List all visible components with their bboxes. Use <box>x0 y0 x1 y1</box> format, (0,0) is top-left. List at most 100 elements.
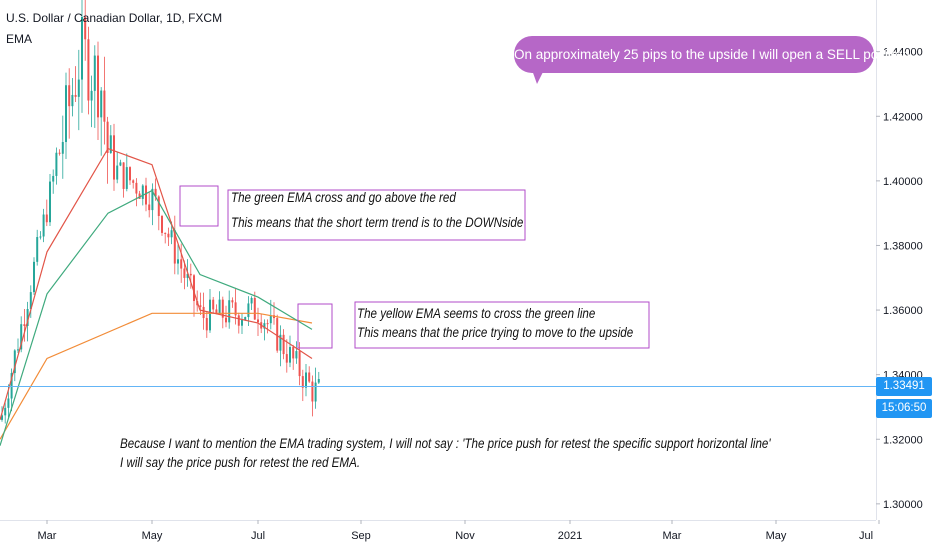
candle-body <box>141 185 144 199</box>
candle-body <box>145 185 147 205</box>
y-tick-label: 1.30000 <box>883 499 923 511</box>
candle-body <box>13 350 16 374</box>
candle-body <box>77 79 80 97</box>
candle-body <box>263 323 266 329</box>
candle-body <box>244 317 247 321</box>
annotation-box-1 <box>227 189 526 241</box>
time-axis[interactable]: Mar May Jul Sep Nov 2021 Mar May Jul <box>38 520 880 542</box>
candle-body <box>61 142 64 154</box>
candle-body <box>154 188 157 197</box>
annotation-2-line-2: This means that the price trying to move… <box>357 325 634 340</box>
current-price-badge: 1.33491 <box>876 377 932 396</box>
candle-body <box>253 297 256 320</box>
candle-body <box>109 135 112 153</box>
annotation-2-line-1: The yellow EMA seems to cross the green … <box>357 306 596 321</box>
candle-body <box>113 135 115 180</box>
candle-body <box>119 162 122 166</box>
candle-body <box>42 214 45 237</box>
candle-body <box>167 233 170 238</box>
candle-body <box>58 152 61 154</box>
x-tick-label: May <box>142 530 163 542</box>
annotation-1-line-2: This means that the short term trend is … <box>231 215 524 230</box>
candle-body <box>177 259 179 264</box>
candle-body <box>161 215 163 233</box>
candle-body <box>305 372 307 388</box>
candle-body <box>148 204 151 211</box>
candle-body <box>241 320 243 326</box>
highlight-box-ema-cross-1 <box>179 185 219 227</box>
candle-body <box>212 299 215 310</box>
x-tick-label: Jul <box>859 530 873 542</box>
ema-long-line <box>0 312 313 440</box>
annotation-1-line-1: The green EMA cross and go above the red <box>231 190 456 205</box>
candle-body <box>269 315 272 324</box>
annotation-text-1: The green EMA cross and go above the red… <box>231 188 523 232</box>
candle-body <box>87 39 90 101</box>
ema-short-line <box>0 147 313 421</box>
candle-body <box>100 90 103 118</box>
candle-body <box>228 300 231 323</box>
candle-body <box>317 379 320 383</box>
y-tick-label: 1.38000 <box>883 240 923 252</box>
candle-body <box>215 309 218 314</box>
candle-body <box>173 230 176 264</box>
candle-body <box>289 347 291 363</box>
candle-body <box>218 299 221 314</box>
candle-body <box>151 188 154 211</box>
candle-body <box>234 302 237 316</box>
x-tick-label: Mar <box>38 530 57 542</box>
candle-body <box>71 94 74 107</box>
candlestick-series <box>1 0 320 424</box>
callout-bubble-tail <box>532 70 544 84</box>
candle-body <box>301 376 304 388</box>
candle-body <box>23 324 26 326</box>
annotation-3-line-1: Because I want to mention the EMA tradin… <box>120 436 771 451</box>
candle-body <box>1 415 3 420</box>
candle-body <box>122 162 125 189</box>
candle-body <box>266 323 269 325</box>
y-tick-label: 1.40000 <box>883 176 923 188</box>
candle-body <box>93 55 96 91</box>
candle-body <box>164 232 167 234</box>
candle-body <box>74 94 77 97</box>
candle-body <box>311 381 314 402</box>
annotation-box-2 <box>354 301 650 349</box>
candle-body <box>237 315 240 326</box>
chart-title: U.S. Dollar / Canadian Dollar, 1D, FXCM <box>6 11 223 25</box>
x-tick-label: May <box>766 530 787 542</box>
candle-body <box>292 347 295 359</box>
candle-body <box>116 165 119 180</box>
candle-body <box>10 373 13 399</box>
candle-body <box>7 398 10 408</box>
candle-body <box>186 273 189 278</box>
candle-body <box>314 382 317 402</box>
x-tick-label: 2021 <box>558 530 582 542</box>
candle-body <box>81 16 83 80</box>
candle-body <box>180 259 183 269</box>
candle-body <box>55 152 58 176</box>
candle-body <box>125 167 128 189</box>
candle-body <box>68 85 71 107</box>
candle-body <box>209 299 211 331</box>
y-tick-label: 1.42000 <box>883 111 923 123</box>
candle-body <box>295 351 298 359</box>
candle-body <box>247 303 250 318</box>
annotation-text-2: The yellow EMA seems to cross the green … <box>357 304 633 342</box>
candle-body <box>183 268 186 278</box>
candle-body <box>138 193 141 199</box>
candle-body <box>199 305 202 307</box>
candle-body <box>97 55 99 118</box>
x-tick-label: Nov <box>455 530 475 542</box>
candle-body <box>193 275 195 302</box>
candle-body <box>231 300 234 303</box>
annotation-3-line-2: I will say the price push for retest the… <box>120 455 361 470</box>
candle-body <box>29 292 32 310</box>
candle-body <box>250 297 253 304</box>
candle-body <box>276 318 279 351</box>
candle-body <box>103 90 106 122</box>
annotation-text-3: Because I want to mention the EMA tradin… <box>120 434 771 472</box>
candle-body <box>189 273 192 276</box>
candle-body <box>33 261 35 293</box>
indicator-label[interactable]: EMA <box>6 32 33 46</box>
